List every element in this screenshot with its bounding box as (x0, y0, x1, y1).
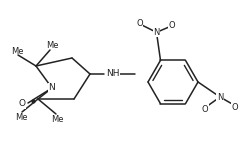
Text: NH: NH (105, 70, 119, 78)
Text: Me: Me (50, 115, 63, 123)
Text: N: N (48, 83, 55, 92)
Text: O: O (19, 99, 26, 108)
Text: O: O (136, 19, 142, 28)
Text: O: O (168, 21, 174, 30)
Text: O: O (201, 104, 207, 114)
Text: N: N (216, 92, 222, 102)
Text: Me: Me (11, 46, 23, 56)
Text: N: N (153, 28, 159, 37)
Text: O: O (231, 103, 237, 111)
Text: Me: Me (15, 112, 27, 122)
Text: Me: Me (46, 41, 58, 50)
